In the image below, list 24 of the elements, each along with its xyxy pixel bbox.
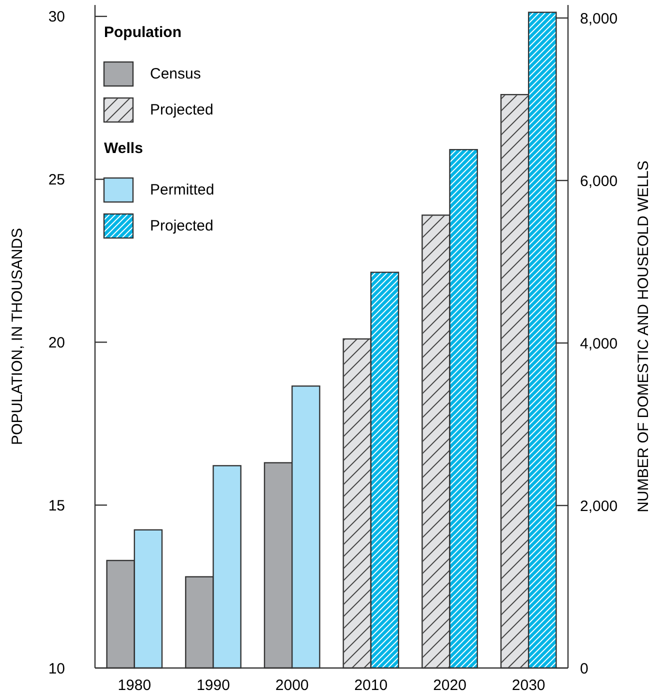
annotation: Wells — [104, 140, 143, 157]
x-tick-label: 2010 — [354, 677, 388, 694]
y2-tick-label: 4,000 — [580, 335, 618, 352]
y-tick-label: 10 — [48, 660, 65, 678]
y-tick-label: 15 — [48, 497, 65, 514]
y2-tick-label: 8,000 — [580, 10, 618, 28]
legend-label: Projected — [150, 101, 214, 118]
y2-tick-label: 2,000 — [580, 498, 618, 515]
legend-title: Population — [104, 24, 182, 41]
legend-label: Permitted — [150, 181, 214, 198]
y2-tick-label: 0 — [580, 660, 588, 678]
y-tick-label: 30 — [48, 8, 65, 26]
legend-label: Census — [150, 65, 201, 82]
x-tick-label: 2020 — [433, 677, 466, 694]
x-tick-label: 1980 — [118, 677, 152, 694]
x-tick-label: 2000 — [275, 677, 309, 694]
x-tick-label: 2030 — [512, 677, 546, 694]
y2-axis-title: NUMBER OF DOMESTIC AND HOUSEOLD WELLS — [635, 160, 652, 512]
x-tick-label: 1990 — [196, 677, 230, 694]
y-tick-label: 25 — [48, 172, 65, 189]
y-tick-label: 20 — [48, 334, 65, 352]
y-axis-title: POPULATION, IN THOUSANDS — [9, 228, 26, 445]
y2-tick-label: 6,000 — [580, 172, 618, 190]
legend-label: Projected — [150, 217, 214, 234]
